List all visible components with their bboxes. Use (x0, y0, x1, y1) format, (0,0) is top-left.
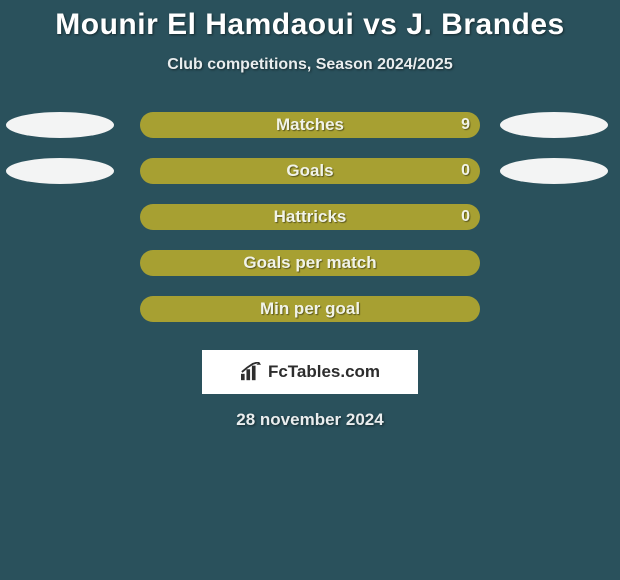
stat-row: Goals0 (0, 148, 620, 194)
right-value-ellipse (500, 112, 608, 138)
logo-text: FcTables.com (268, 362, 380, 382)
stats-list: Matches9 Goals0 Hattricks0 Goals per match M… (0, 102, 620, 332)
stat-row: Min per goal (0, 286, 620, 332)
stat-row: Matches9 (0, 102, 620, 148)
stat-bar-fill (140, 296, 480, 322)
stat-bar: Goals0 (140, 158, 480, 184)
stat-bar: Min per goal (140, 296, 480, 322)
stat-bar-fill (140, 250, 480, 276)
left-value-ellipse (6, 112, 114, 138)
stat-bar: Hattricks0 (140, 204, 480, 230)
fctables-logo: FcTables.com (202, 350, 418, 394)
stat-bar: Matches9 (140, 112, 480, 138)
left-value-ellipse (6, 158, 114, 184)
right-value-ellipse (500, 158, 608, 184)
stat-row: Hattricks0 (0, 194, 620, 240)
comparison-card: Mounir El Hamdaoui vs J. Brandes Club co… (0, 0, 620, 430)
stat-bar: Goals per match (140, 250, 480, 276)
date-text: 28 november 2024 (0, 410, 620, 430)
page-title: Mounir El Hamdaoui vs J. Brandes (0, 8, 620, 42)
stat-bar-fill (140, 158, 480, 184)
stat-bar-fill (140, 112, 480, 138)
stat-row: Goals per match (0, 240, 620, 286)
chart-icon (240, 362, 262, 382)
page-subtitle: Club competitions, Season 2024/2025 (0, 56, 620, 74)
stat-bar-fill (140, 204, 480, 230)
